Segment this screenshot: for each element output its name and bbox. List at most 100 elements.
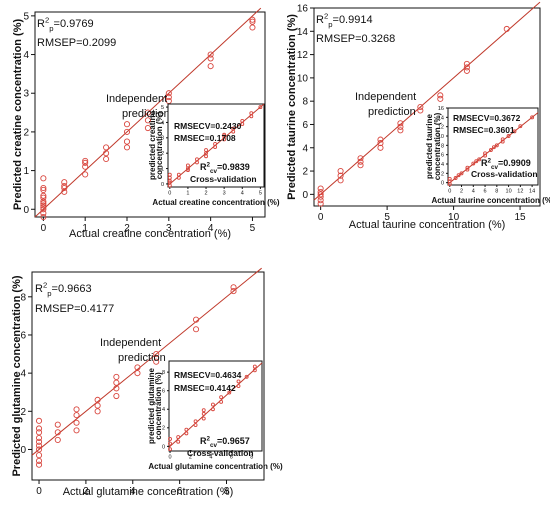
creatine-point [40,192,47,199]
taurine-plot-frame [313,7,541,207]
glutamine-inset: 0 2 4 6 8 0 2 4 6 8 predicted glutamineconcentrati… [147,360,283,471]
taurine-inset-y-tick-label: 6 [441,153,444,159]
creatine-inset-point [204,148,208,153]
creatine-point [61,179,68,186]
creatine-inset-x-tick-label: 4 [241,191,244,197]
taurine-inset-y-tick-label: 16 [438,106,444,112]
glutamine-inset-point [244,374,249,379]
taurine-inset-point [474,159,479,164]
creatine-x-tick-label: 3 [166,223,172,234]
glutamine-point [113,379,120,386]
taurine-inset-y-label-line2: concentration (%) [433,112,442,180]
taurine-inset-point [530,115,535,120]
glutamine-point [153,358,160,365]
creatine-inset-point [185,163,190,168]
creatine-x-tick-label: 2 [124,223,130,234]
taurine-inset-y-tick-label: 0 [441,181,444,187]
glutamine-point [35,442,43,449]
creatine-point [144,124,151,132]
glutamine-point [54,429,61,436]
taurine-r2cv-stat: R2cv=0.9909 [481,157,531,171]
creatine-plot-frame [34,11,266,218]
taurine-y-tick-label: 10 [297,73,309,84]
glutamine-inset-point [219,395,224,400]
taurine-point [357,158,364,165]
glutamine-inset-point [168,447,172,452]
glutamine-point [54,421,61,428]
creatine-point [40,198,47,205]
glutamine-point [35,452,43,459]
glutamine-rmsep-stat: RMSEP=0.4177 [35,303,114,315]
taurine-point [357,155,364,162]
creatine-rmsecv-stat: RMSECV=0.2430 [174,121,242,131]
glutamine-inset-y-tick-label: 8 [162,370,165,376]
creatine-point [82,157,89,164]
taurine-point [463,64,470,71]
creatine-r2p-stat: R2p=0.9769 [37,16,94,33]
creatine-inset-point [167,172,172,177]
creatine-point [103,150,110,157]
glutamine-inset-x-tick-label: 6 [230,455,233,461]
creatine-point [61,184,68,192]
creatine-annotation-line2: prediction [122,108,170,120]
creatine-inset-x-tick-label: 5 [259,191,262,197]
glutamine-inset-point [236,379,241,384]
creatine-inset-y-tick-label: 2 [161,151,164,157]
glutamine-annotation-line1: Independent [100,337,161,349]
glutamine-inset-point [176,435,181,440]
taurine-point [397,120,404,127]
glutamine-inset-y-tick-label: 0 [162,444,165,450]
taurine-inset-y-tick-label: 14 [438,115,444,121]
taurine-inset-point [494,143,499,148]
creatine-inset-point [185,168,190,173]
taurine-inset-y-tick-label: 12 [438,125,444,131]
taurine-x-tick-label: 15 [514,212,526,223]
glutamine-inset-point [219,399,224,404]
glutamine-r2p-stat: R2p=0.9663 [35,281,92,298]
taurine-y-tick-label: 8 [302,97,308,108]
creatine-y-tick-label: 4 [23,50,29,61]
creatine-point [207,51,214,58]
glutamine-inset-point [168,436,172,441]
creatine-inset-y-label-line1: predicted creatine [148,110,157,179]
creatine-point [40,210,47,217]
glutamine-plot-frame [31,271,265,481]
taurine-point [377,136,384,143]
creatine-rmsep-stat: RMSEP=0.2099 [37,37,116,49]
creatine-x-tick-label: 4 [208,223,214,234]
taurine-y-tick-label: 4 [302,143,308,154]
taurine-inset-point [453,176,458,180]
taurine-inset-point [500,137,505,142]
taurine-inset-point [483,151,488,156]
taurine-inset-point [477,157,482,162]
creatine-point [61,188,68,195]
glutamine-x-tick-label: 6 [177,486,183,497]
creatine-y-tick-label: 1 [23,166,29,177]
taurine-inset-point [491,145,496,150]
glutamine-y-tick-label: 4 [20,369,26,380]
creatine-point [103,155,110,163]
taurine-point [377,144,384,151]
glutamine-point [35,461,43,468]
glutamine-point [113,392,120,400]
glutamine-y-tick-label: 2 [20,407,26,418]
taurine-point [337,172,344,179]
taurine-y-axis-label: Predicted taurine concentration (%) [286,14,298,200]
taurine-inset-point [459,171,464,176]
taurine-inset-plot-frame [447,107,539,186]
creatine-inset-y-tick-label: 4 [161,120,164,126]
glutamine-inset-point [201,408,206,413]
creatine-point [40,184,47,192]
creatine-inset-y-tick-label: 5 [161,105,164,111]
creatine-point [40,213,47,221]
taurine-point [317,185,324,192]
glutamine-y-tick-label: 8 [20,292,26,303]
taurine-inset-point [456,173,461,178]
creatine-point [207,63,214,70]
glutamine-inset-point [176,439,181,444]
glutamine-point [35,446,43,453]
glutamine-inset-y-label-line1: predicted glutamine [147,367,156,444]
taurine-point [503,25,510,33]
glutamine-x-tick-label: 2 [83,486,89,497]
creatine-y-tick-label: 2 [23,127,29,138]
